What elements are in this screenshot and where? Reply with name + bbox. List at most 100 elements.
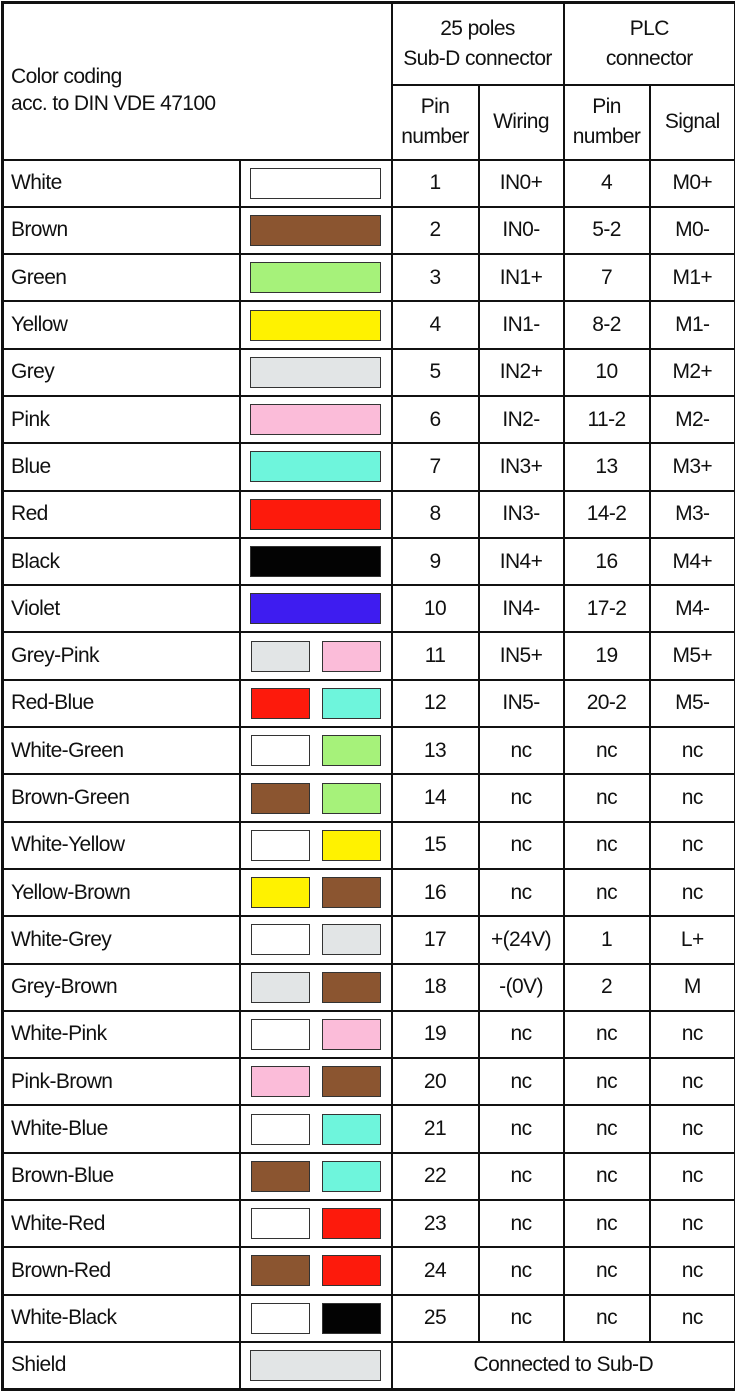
color-swatch-grey bbox=[251, 972, 310, 1003]
signal: M5- bbox=[650, 680, 735, 727]
subd-line-1: 25 poles bbox=[393, 14, 563, 44]
color-name: Grey-Brown bbox=[3, 964, 240, 1011]
color-swatch-cell bbox=[240, 916, 392, 963]
wiring: nc bbox=[479, 822, 564, 869]
plc-pin-number: nc bbox=[564, 774, 650, 821]
color-name: White-Grey bbox=[3, 916, 240, 963]
signal: M4- bbox=[650, 585, 735, 632]
plc-pin-number: 10 bbox=[564, 349, 650, 396]
plc-pin-number: nc bbox=[564, 1153, 650, 1200]
wiring: nc bbox=[479, 774, 564, 821]
color-swatch-cell bbox=[240, 680, 392, 727]
wiring: nc bbox=[479, 1295, 564, 1342]
color-swatch-white bbox=[250, 168, 381, 199]
plc-pin-number: 19 bbox=[564, 632, 650, 679]
plc-pin-number: 1 bbox=[564, 916, 650, 963]
color-swatch-pink bbox=[251, 1066, 310, 1097]
color-swatch-cell bbox=[240, 491, 392, 538]
color-swatch-white bbox=[251, 1019, 310, 1050]
color-swatch-cell bbox=[240, 1247, 392, 1294]
subd-pin-number: 9 bbox=[392, 538, 479, 585]
subd-pin-number: 1 bbox=[392, 160, 479, 207]
signal: nc bbox=[650, 1295, 735, 1342]
wiring: IN2+ bbox=[479, 349, 564, 396]
color-swatch-blue bbox=[322, 1161, 381, 1192]
color-swatch-yellow bbox=[250, 310, 381, 341]
color-swatch-pink bbox=[322, 1019, 381, 1050]
color-swatch-cell bbox=[240, 585, 392, 632]
color-swatch-cell bbox=[240, 160, 392, 207]
subd-pin-number: 15 bbox=[392, 822, 479, 869]
color-swatch-black bbox=[250, 546, 381, 577]
signal: M bbox=[650, 964, 735, 1011]
color-swatch-white bbox=[251, 1303, 310, 1334]
plc-pin-number: nc bbox=[564, 822, 650, 869]
signal: M1- bbox=[650, 301, 735, 348]
color-swatch-red bbox=[251, 688, 310, 719]
subd-pin-number: 8 bbox=[392, 491, 479, 538]
subd-pin-number: 17 bbox=[392, 916, 479, 963]
color-name: Pink bbox=[3, 396, 240, 443]
color-swatch-white bbox=[251, 1114, 310, 1145]
color-swatch-white bbox=[251, 735, 310, 766]
plc-line-1: PLC bbox=[565, 14, 735, 44]
pin-line-2: number bbox=[393, 122, 478, 152]
signal: M5+ bbox=[650, 632, 735, 679]
color-swatch-brown bbox=[251, 1255, 310, 1286]
subd-pin-number: 14 bbox=[392, 774, 479, 821]
signal: nc bbox=[650, 1058, 735, 1105]
color-name: Brown-Blue bbox=[3, 1153, 240, 1200]
plc-pin-number: nc bbox=[564, 1247, 650, 1294]
subd-pin-number: 11 bbox=[392, 632, 479, 679]
title-line-2: acc. to DIN VDE 47100 bbox=[11, 90, 391, 117]
plc-pin-number: 5-2 bbox=[564, 207, 650, 254]
color-swatch-grey bbox=[250, 357, 381, 388]
signal: M2- bbox=[650, 396, 735, 443]
subd-pin-number-header: Pin number bbox=[392, 85, 479, 160]
subd-pin-number: 4 bbox=[392, 301, 479, 348]
subd-pin-number: 5 bbox=[392, 349, 479, 396]
color-swatch-red bbox=[322, 1255, 381, 1286]
color-name: Yellow-Brown bbox=[3, 869, 240, 916]
signal: nc bbox=[650, 774, 735, 821]
color-swatch-red bbox=[322, 1208, 381, 1239]
subd-pin-number: 20 bbox=[392, 1058, 479, 1105]
wiring: IN5+ bbox=[479, 632, 564, 679]
wiring: nc bbox=[479, 1200, 564, 1247]
color-name: Pink-Brown bbox=[3, 1058, 240, 1105]
pin-line-1: Pin bbox=[393, 92, 478, 122]
subd-pin-number: 10 bbox=[392, 585, 479, 632]
color-swatch-cell bbox=[240, 1295, 392, 1342]
signal: nc bbox=[650, 1247, 735, 1294]
color-swatch-cell bbox=[240, 1153, 392, 1200]
plc-pin-number: nc bbox=[564, 869, 650, 916]
color-swatch-cell bbox=[240, 1342, 392, 1389]
plc-pin-number: nc bbox=[564, 1058, 650, 1105]
subd-pin-number: 23 bbox=[392, 1200, 479, 1247]
wiring: -(0V) bbox=[479, 964, 564, 1011]
wiring: nc bbox=[479, 1247, 564, 1294]
plc-pin-number: 20-2 bbox=[564, 680, 650, 727]
color-swatch-brown bbox=[250, 215, 381, 246]
wiring: IN3- bbox=[479, 491, 564, 538]
subd-pin-number: 6 bbox=[392, 396, 479, 443]
wiring: nc bbox=[479, 727, 564, 774]
color-swatch-cell bbox=[240, 1105, 392, 1152]
color-swatch-green bbox=[322, 735, 381, 766]
color-swatch-black bbox=[322, 1303, 381, 1334]
table-title: Color coding acc. to DIN VDE 47100 bbox=[3, 3, 392, 160]
subd-pin-number: 3 bbox=[392, 254, 479, 301]
color-swatch-grey bbox=[251, 641, 310, 672]
color-name: White-Yellow bbox=[3, 822, 240, 869]
plc-pin-number: 2 bbox=[564, 964, 650, 1011]
color-name: Grey bbox=[3, 349, 240, 396]
